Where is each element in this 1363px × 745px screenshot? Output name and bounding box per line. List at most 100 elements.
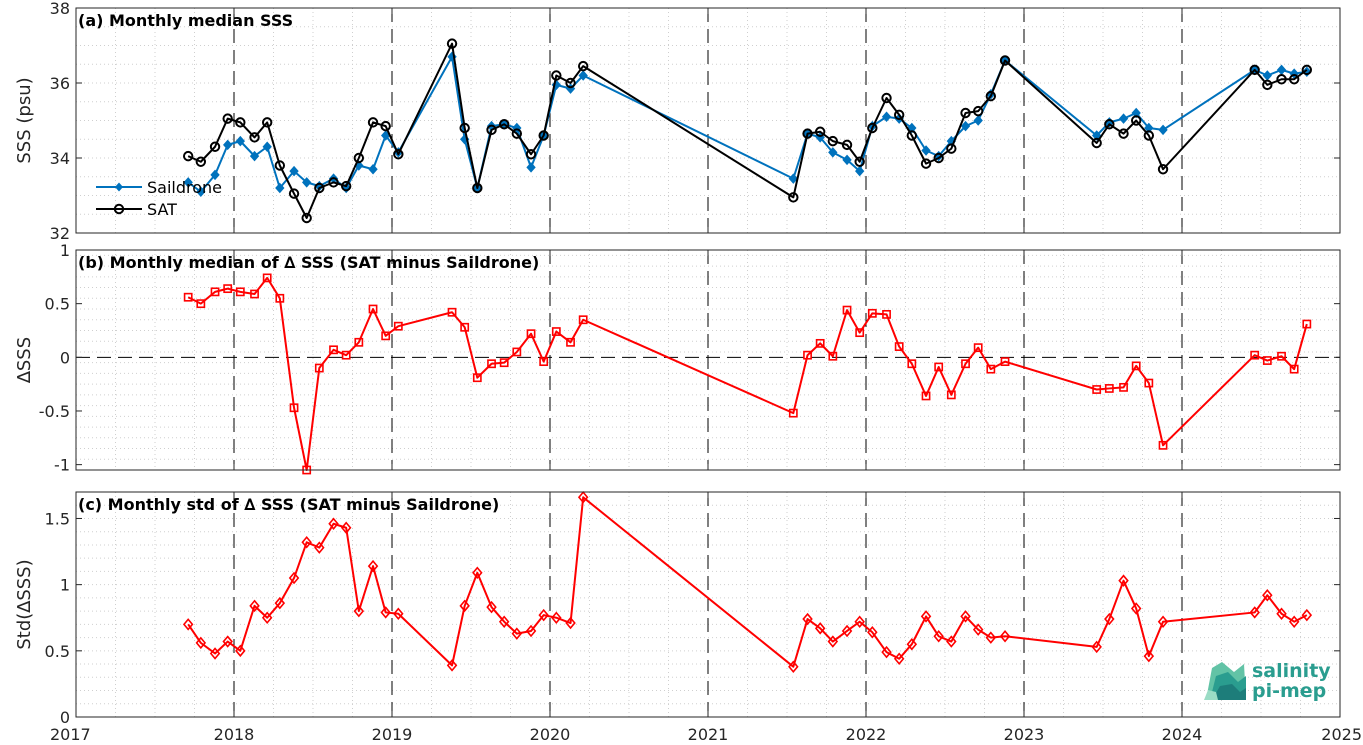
data-point (525, 149, 537, 160)
y-axis-label: Std(∆SSS) (14, 559, 35, 649)
data-point (209, 647, 221, 660)
y-axis-label: ∆SSS (14, 337, 35, 384)
data-point (1144, 378, 1154, 388)
data-point (538, 608, 549, 622)
y-tick-label: -1 (54, 456, 70, 475)
data-point (1157, 164, 1169, 175)
data-point (803, 350, 812, 360)
panel-title: (c) Monthly std of ∆ SSS (SAT minus Sail… (78, 495, 499, 514)
data-point (893, 652, 905, 666)
data-point (511, 128, 523, 139)
data-point (972, 105, 984, 117)
data-point (368, 163, 378, 175)
x-tick-label: 2018 (214, 725, 255, 744)
data-point (577, 60, 589, 72)
logo-waves-icon (1204, 662, 1246, 700)
y-tick-label: 1 (60, 241, 70, 260)
data-point (788, 408, 798, 418)
data-point (340, 180, 352, 192)
data-point (261, 611, 273, 624)
axes-box (75, 491, 1341, 718)
series-line (187, 496, 1308, 668)
panel-title: (a) Monthly median SSS (78, 11, 293, 30)
data-point (1143, 649, 1155, 663)
legend-entry: SAT (147, 200, 177, 219)
data-point (459, 122, 470, 134)
data-point (393, 149, 404, 160)
data-point (1130, 602, 1142, 615)
data-point (393, 607, 404, 621)
data-point (235, 644, 246, 658)
data-point (314, 363, 324, 373)
data-point (921, 391, 931, 401)
data-point (802, 128, 813, 139)
data-point (1091, 137, 1102, 149)
data-point (946, 635, 957, 648)
data-point (960, 120, 971, 132)
data-point (815, 338, 825, 348)
data-point (289, 165, 299, 177)
data-point (446, 38, 458, 49)
data-point (393, 321, 403, 331)
data-point (946, 143, 957, 154)
data-point (1118, 113, 1129, 124)
data-point (907, 359, 917, 369)
data-point (1277, 351, 1286, 361)
data-point (854, 615, 865, 628)
data-point (578, 315, 588, 325)
data-point (328, 517, 339, 531)
data-point (1143, 130, 1155, 141)
data-point (275, 182, 285, 194)
axes-box (75, 7, 1341, 234)
data-point (341, 350, 351, 360)
data-point (882, 309, 891, 319)
data-point (288, 571, 300, 585)
x-tick-label: 2019 (372, 725, 413, 744)
data-point (1118, 574, 1129, 587)
data-point (314, 182, 325, 194)
data-point (447, 307, 457, 317)
data-point (235, 117, 246, 128)
data-point (196, 299, 206, 309)
data-point (209, 141, 221, 152)
data-point (353, 604, 365, 618)
data-point (498, 615, 510, 628)
data-point (1104, 612, 1115, 626)
data-point (301, 536, 312, 549)
data-point (380, 120, 391, 132)
data-point (196, 186, 206, 198)
x-tick-label: 2025 (1321, 725, 1362, 744)
data-point (223, 284, 233, 294)
data-point (1158, 440, 1168, 450)
logo-line1: salinity (1252, 660, 1331, 682)
data-point (1091, 640, 1102, 654)
data-point (565, 77, 576, 89)
x-tick-label: 2021 (688, 725, 729, 744)
data-point (1092, 385, 1102, 394)
data-point (487, 359, 496, 369)
x-tick-label: 2017 (50, 725, 91, 744)
data-point (1157, 615, 1169, 628)
y-tick-label: 38 (50, 0, 70, 18)
data-point (1131, 107, 1141, 119)
panel-b: -1 -0.5 0 0.5 1 (b) Monthly median of ∆ SSS (… (14, 241, 1341, 475)
data-point (828, 351, 838, 361)
data-point (314, 541, 325, 554)
data-point (195, 636, 207, 650)
data-point (946, 390, 956, 400)
data-point (235, 135, 245, 147)
data-point (1249, 64, 1260, 76)
y-tick-label: 34 (50, 149, 70, 168)
data-point (222, 113, 233, 124)
data-point (1289, 364, 1299, 374)
data-point (183, 292, 193, 302)
data-point (566, 337, 575, 347)
data-point (367, 117, 379, 128)
data-point (893, 109, 905, 121)
panel-c: 0 0.5 1 1.5 (c) Monthly std of ∆ SSS (SAT mi… (14, 491, 1341, 727)
y-tick-label: 0 (60, 348, 70, 367)
data-point (526, 329, 536, 339)
data-point (486, 124, 497, 136)
series-delta-sss (183, 273, 1312, 475)
y-tick-label: 1 (60, 576, 70, 595)
